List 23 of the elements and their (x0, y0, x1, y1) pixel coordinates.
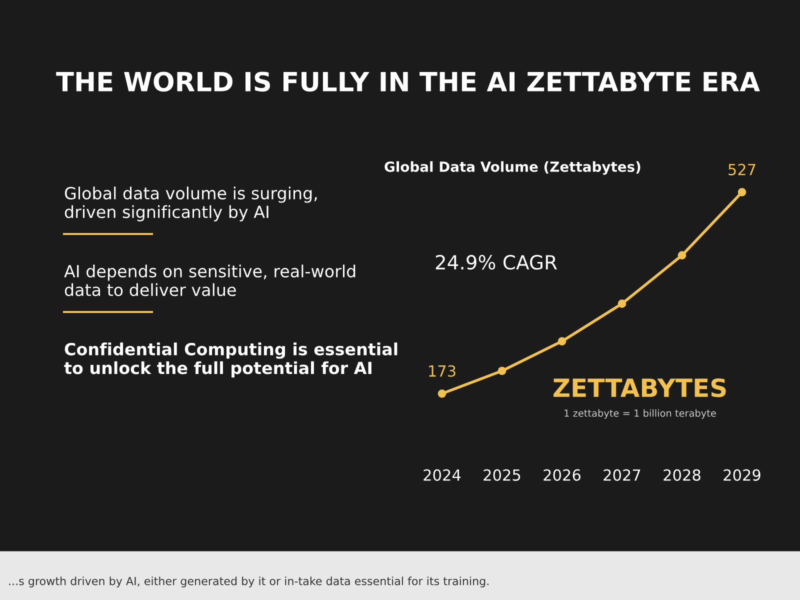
chart-subtitle: Global Data Volume (Zettabytes) (384, 161, 640, 175)
point (498, 366, 506, 376)
data-label: 527 (728, 164, 756, 176)
x-tick-label: 2025 (484, 469, 520, 481)
text: Global data volume is surging, driven significantly by AI (64, 186, 317, 222)
x-tick-label: 2026 (544, 469, 580, 481)
x-tick-label: 2028 (664, 469, 700, 481)
x-tick-label: 2029 (724, 469, 760, 481)
annotation: 24.9% CAGR (436, 254, 557, 270)
point (738, 188, 746, 196)
point (678, 251, 686, 260)
point (558, 337, 566, 346)
text: 1 zettabyte = 1 billion terabyte (564, 409, 716, 419)
point (438, 389, 446, 398)
text: Confidential Computing is essential to unlock the full potential for AI (64, 342, 398, 378)
chart-title: THE WORLD IS FULLY IN THE AI ZETTABYTE ERA (56, 72, 760, 92)
x-tick-label: 2027 (604, 469, 640, 481)
text: AI depends on sensitive, real-world data to deliver value (64, 264, 356, 296)
annotation: ZETTABYTES (554, 378, 726, 398)
text: ...s growth driven by AI, either generated by it or in-take data essential for its training. (9, 576, 488, 588)
point (618, 300, 626, 308)
x-tick-label: 2024 (424, 469, 461, 481)
data-label: 173 (429, 365, 456, 377)
